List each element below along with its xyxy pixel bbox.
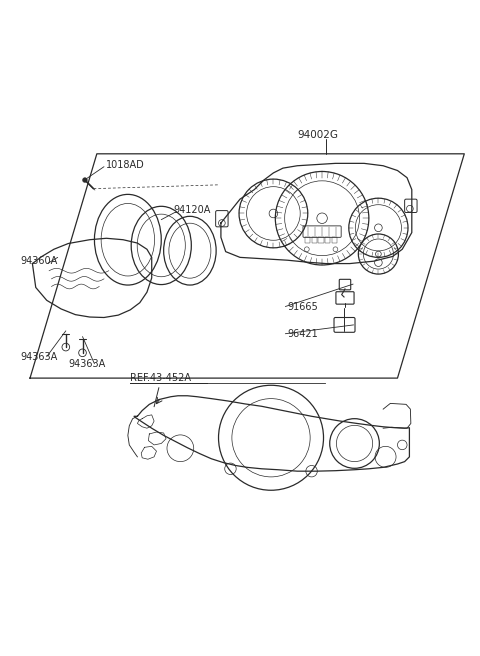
Circle shape — [79, 349, 86, 357]
Text: 1018AD: 1018AD — [107, 160, 145, 170]
Circle shape — [62, 343, 70, 351]
Text: 94363A: 94363A — [21, 352, 58, 361]
Circle shape — [269, 209, 278, 218]
Circle shape — [374, 224, 382, 232]
Text: 94360A: 94360A — [21, 256, 58, 266]
Text: 94363A: 94363A — [68, 359, 106, 369]
Text: 96421: 96421 — [288, 329, 318, 338]
Circle shape — [83, 178, 87, 182]
Circle shape — [317, 213, 327, 224]
Text: REF.43-452A: REF.43-452A — [130, 373, 191, 383]
Text: 91665: 91665 — [288, 302, 318, 312]
Text: 94120A: 94120A — [173, 205, 211, 215]
Text: 94002G: 94002G — [297, 130, 338, 140]
